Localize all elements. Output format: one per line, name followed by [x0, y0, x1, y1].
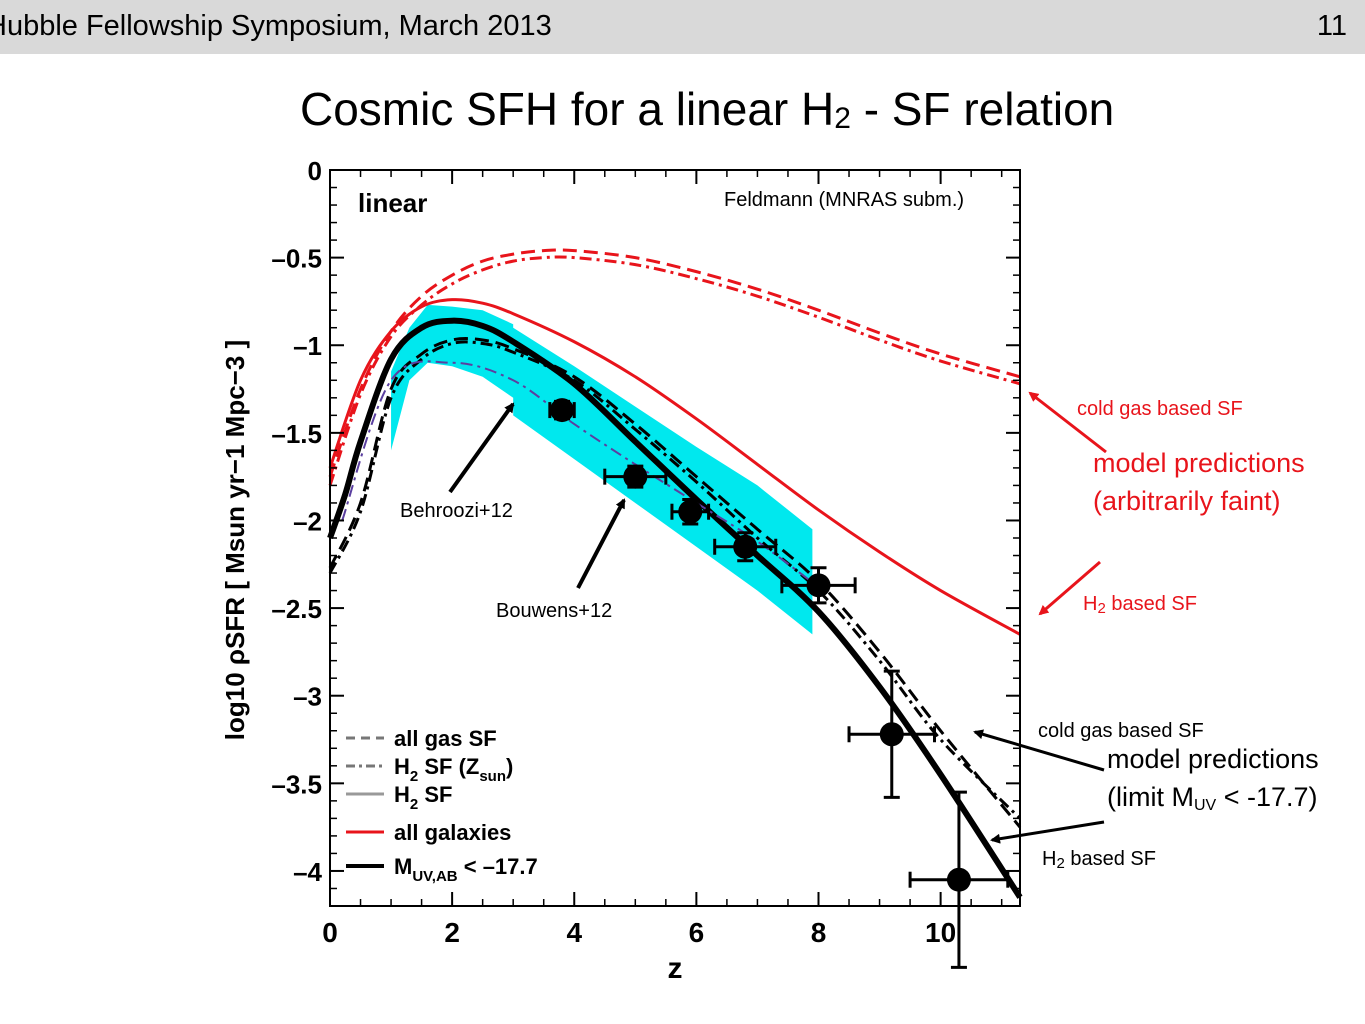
legend-label-sub2: sun: [479, 768, 506, 785]
red-h2-tail: based SF: [1105, 593, 1197, 615]
black-h2-arrow: [990, 820, 1105, 844]
red-h2-arrow: [1038, 560, 1101, 616]
series-line-all-gas-sf: [328, 248, 1021, 478]
black-model-note: model predictions (limit MUV < -17.7): [1107, 740, 1357, 825]
y-tick-label: 0: [308, 156, 322, 186]
behroozi-arrow: [448, 402, 515, 494]
x-axis-label: z: [668, 952, 683, 985]
data-point-7: [908, 790, 1010, 969]
legend-label-tail: < –17.7: [458, 854, 538, 879]
black-h2-label: H2 based SF: [1042, 848, 1156, 872]
data-point-5: [780, 566, 857, 605]
legend-label-main: M: [394, 854, 412, 879]
slide-title-subscript: 2: [834, 102, 851, 135]
series-line-muv-ab-17-7: [327, 317, 1023, 899]
legend-label-sub: 2: [410, 768, 418, 785]
legend-label-sub: UV,AB: [412, 868, 457, 885]
slide-title-rest: - SF relation: [850, 83, 1115, 135]
data-point-marker: [678, 499, 703, 524]
data-point-4: [713, 531, 778, 563]
x-tick-label: 6: [689, 917, 705, 948]
slide-title-main: Cosmic SFH for a linear H: [300, 83, 835, 135]
legend-label-tail: SF (Z: [418, 754, 479, 779]
y-tick-label: –3.5: [271, 769, 322, 799]
data-point-6: [847, 669, 937, 799]
y-tick-label: –2.5: [271, 594, 322, 624]
y-tick-label: –1.5: [271, 419, 322, 449]
series-line-muv-ab-17-7-all-gas-sf-: [328, 337, 1022, 829]
red-h2-label: H2 based SF: [1083, 593, 1197, 617]
y-axis-label: log10 ρSFR [ Msun yr−1 Mpc−3 ]: [220, 340, 250, 740]
data-point-marker: [806, 573, 831, 598]
legend-label-5: MUV,AB < –17.7: [394, 854, 538, 885]
data-point-3: [670, 497, 711, 526]
black-h2-tail: based SF: [1064, 848, 1156, 870]
y-tick-label: –1: [293, 331, 322, 361]
x-tick-label: 10: [925, 917, 956, 948]
data-point-1: [548, 398, 576, 423]
data-point-marker: [946, 867, 971, 892]
red-h2-main: H: [1083, 593, 1098, 615]
legend-label-3: H2 SF: [394, 782, 452, 813]
red-model-note: model predictions (arbitrarily faint): [1093, 448, 1305, 516]
y-tick-label: –2: [293, 506, 322, 536]
series-line-all-galaxies: [328, 298, 1021, 636]
black-cold-gas-label: cold gas based SF: [1038, 720, 1204, 742]
y-tick-label: –4: [293, 857, 322, 887]
x-tick-label: 8: [811, 917, 827, 948]
y-tick-label: –0.5: [271, 244, 322, 274]
legend-label-1: all gas SF: [394, 726, 497, 751]
slide-header: Hubble Fellowship Symposium, March 2013 …: [0, 0, 1365, 54]
page-number: 11: [1316, 10, 1347, 42]
bouwens-label: Bouwens+12: [496, 600, 613, 622]
data-point-marker: [879, 722, 904, 747]
bouwens-arrow: [576, 498, 626, 589]
legend-label-end: ): [506, 754, 513, 779]
behroozi-label: Behroozi+12: [400, 500, 513, 522]
black-model-sub: UV: [1193, 797, 1217, 814]
panel-label: linear: [358, 188, 427, 218]
black-h2-main: H: [1042, 848, 1057, 870]
legend-label-tail: SF: [418, 782, 452, 807]
legend-label-main: all galaxies: [394, 820, 511, 845]
red-cold-gas-label: cold gas based SF: [1077, 398, 1243, 420]
legend-label-main: H: [394, 754, 410, 779]
series-line-h2-sf-zsun-: [328, 255, 1021, 486]
data-point-marker: [733, 534, 758, 559]
legend-label-2: H2 SF (Zsun): [394, 754, 513, 785]
red-cold-gas-arrow: [1028, 391, 1107, 454]
black-h2-sub: 2: [1056, 855, 1065, 872]
header-title: Hubble Fellowship Symposium, March 2013: [0, 10, 552, 42]
x-tick-label: 4: [566, 917, 582, 948]
behroozi-band: [391, 304, 813, 635]
legend-label-main: all gas SF: [394, 726, 497, 751]
data-point-marker: [550, 398, 575, 423]
data-point-2: [603, 464, 668, 489]
black-model-main: model predictions (limit M: [1107, 744, 1319, 812]
legend-label-4: all galaxies: [394, 820, 511, 845]
slide-title: Cosmic SFH for a linear H2 - SF relation: [300, 82, 1114, 136]
black-model-tail: < -17.7): [1216, 782, 1318, 812]
legend-label-main: H: [394, 782, 410, 807]
x-tick-label: 0: [322, 917, 338, 948]
red-h2-sub: 2: [1097, 600, 1106, 617]
legend-label-sub: 2: [410, 796, 418, 813]
y-tick-label: –3: [293, 682, 322, 712]
data-point-marker: [623, 464, 648, 489]
black-cold-gas-arrow: [973, 729, 1105, 772]
x-tick-label: 2: [444, 917, 460, 948]
credit-label: Feldmann (MNRAS subm.): [724, 189, 964, 211]
